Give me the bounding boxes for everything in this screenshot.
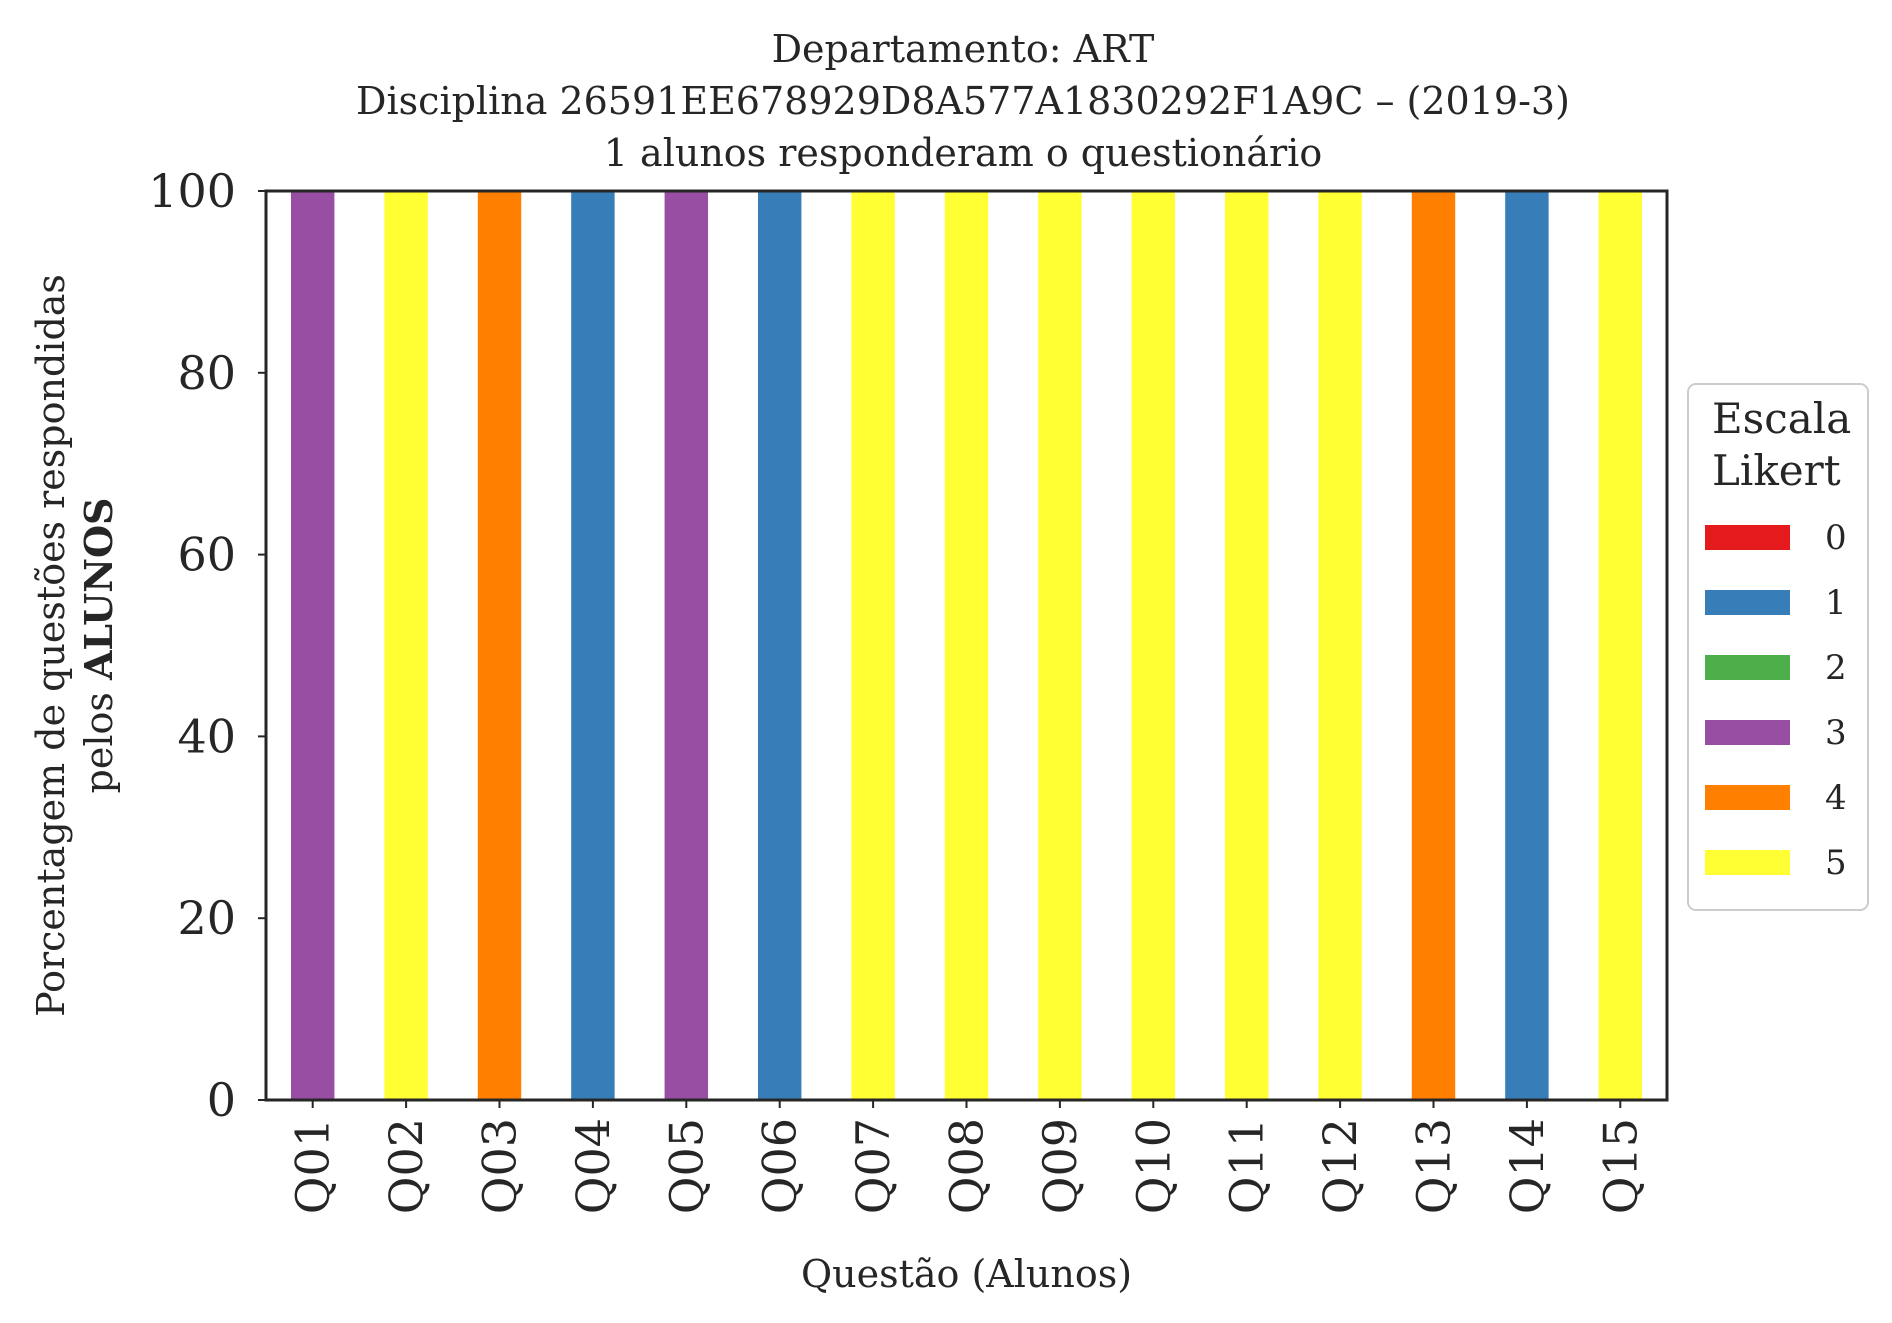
bar-q11-likert-5 <box>1224 191 1269 1100</box>
legend-swatch-0 <box>1705 525 1790 550</box>
legend-swatch-2 <box>1705 655 1790 680</box>
legend-box <box>1687 383 1869 911</box>
title-line-2: Disciplina 26591EE678929D8A577A1830292F1… <box>356 79 1570 123</box>
legend-label-0: 0 <box>1825 518 1847 558</box>
y-tick-label-60: 60 <box>177 528 236 582</box>
x-tick-label-q04: Q04 <box>566 1118 620 1214</box>
bar-q07-likert-5 <box>851 191 895 1100</box>
legend-label-3: 3 <box>1825 713 1847 753</box>
x-tick-label-q01: Q01 <box>286 1118 340 1214</box>
bar-q13-likert-4 <box>1411 191 1456 1100</box>
legend-label-1: 1 <box>1825 583 1847 623</box>
bar-q02-likert-5 <box>384 191 428 1100</box>
y-axis-label-bold: ALUNOS <box>76 498 121 682</box>
bar-q01-likert-3 <box>290 191 335 1100</box>
legend-title-line-2: Likert <box>1712 446 1841 495</box>
bar-q14-likert-1 <box>1505 191 1549 1100</box>
x-tick-label-q05: Q05 <box>659 1118 713 1214</box>
y-axis-ticks: 0 20 40 60 80 100 <box>148 164 266 1127</box>
x-axis-label: Questão (Alunos) <box>801 1252 1132 1296</box>
bar-q09-likert-5 <box>1038 191 1082 1100</box>
y-tick-label-20: 20 <box>177 891 236 945</box>
legend-label-5: 5 <box>1825 843 1847 883</box>
legend-label-2: 2 <box>1825 648 1847 688</box>
x-tick-label-q08: Q08 <box>940 1118 994 1214</box>
x-tick-label-q15: Q15 <box>1593 1118 1647 1214</box>
x-tick-label-q06: Q06 <box>753 1118 807 1214</box>
x-tick-label-q10: Q10 <box>1126 1118 1180 1214</box>
legend-label-4: 4 <box>1825 778 1847 818</box>
legend-swatch-4 <box>1705 785 1790 810</box>
x-tick-label-q03: Q03 <box>473 1118 527 1214</box>
x-tick-label-q09: Q09 <box>1033 1118 1087 1214</box>
bar-q15-likert-5 <box>1598 191 1643 1100</box>
bar-q08-likert-5 <box>944 191 989 1100</box>
x-tick-label-q13: Q13 <box>1407 1118 1461 1214</box>
bar-q06-likert-1 <box>757 191 802 1100</box>
y-axis-label: Porcentagem de questões respondidas pelos… <box>29 274 121 1017</box>
x-tick-label-q11: Q11 <box>1220 1118 1274 1214</box>
x-tick-label-q07: Q07 <box>846 1118 900 1214</box>
bar-q12-likert-5 <box>1318 191 1362 1100</box>
x-tick-label-q02: Q02 <box>379 1118 433 1214</box>
y-tick-label-40: 40 <box>177 709 236 763</box>
y-tick-label-80: 80 <box>177 346 236 400</box>
y-tick-label-0: 0 <box>207 1073 236 1127</box>
bar-q10-likert-5 <box>1131 191 1176 1100</box>
chart-title: Departamento: ART Disciplina 26591EE67892… <box>356 27 1570 175</box>
bars-group <box>290 191 1643 1100</box>
legend-title-line-1: Escala <box>1712 394 1851 443</box>
x-axis-ticks: Q01 Q02 Q03 Q04 Q05 Q06 Q07 Q08 Q09 Q10 Q11 Q12 Q13 Q… <box>286 1100 1647 1214</box>
y-axis-label-line1: Porcentagem de questões respondidas <box>29 274 73 1017</box>
bar-q05-likert-3 <box>664 191 709 1100</box>
x-tick-label-q14: Q14 <box>1500 1118 1554 1214</box>
legend-swatch-5 <box>1705 850 1790 875</box>
y-tick-label-100: 100 <box>148 164 236 218</box>
title-line-1: Departamento: ART <box>772 27 1155 71</box>
y-axis-label-prefix: pelos <box>77 680 121 793</box>
legend-swatch-3 <box>1705 720 1790 745</box>
bar-q04-likert-1 <box>571 191 615 1100</box>
legend-swatch-1 <box>1705 590 1790 615</box>
y-axis-label-line2: pelos ALUNOS <box>76 498 121 794</box>
x-tick-label-q12: Q12 <box>1313 1118 1367 1214</box>
bar-q03-likert-4 <box>477 191 522 1100</box>
title-line-3: 1 alunos responderam o questionário <box>604 131 1322 175</box>
